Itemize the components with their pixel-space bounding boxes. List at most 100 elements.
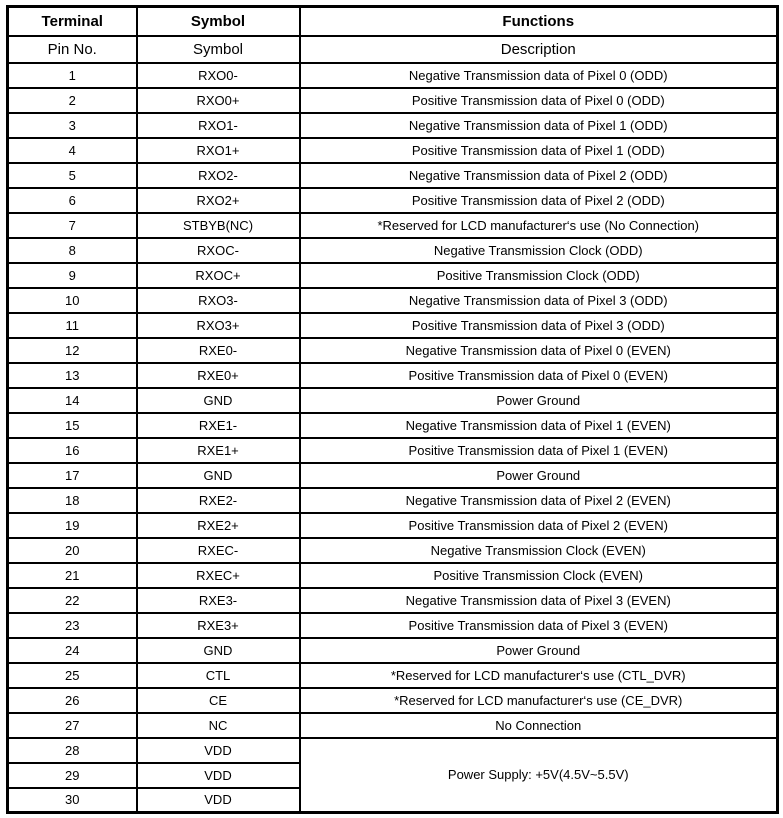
symbol-cell: RXE2- [135,486,301,514]
pin-cell: 4 [6,136,138,164]
description-cell: Negative Transmission data of Pixel 3 (E… [298,586,779,614]
symbol-cell: RXO2- [135,161,301,189]
table-row: 28 VDD Power Supply: +5V(4.5V~5.5V) [6,736,779,814]
description-cell-merged: Power Supply: +5V(4.5V~5.5V) [298,736,779,814]
table-row: 2 RXO0+ Positive Transmission data of Pi… [6,86,779,114]
pin-cell: 30 [6,786,138,814]
pin-cell: 10 [6,286,138,314]
table-row: 14 GND Power Ground [6,386,779,414]
pin-cell: 20 [6,536,138,564]
table-row: 13 RXE0+ Positive Transmission data of P… [6,361,779,389]
table-row: 26 CE *Reserved for LCD manufacturer‘s u… [6,686,779,714]
pin-cell: 13 [6,361,138,389]
pin-cell: 14 [6,386,138,414]
description-cell: *Reserved for LCD manufacturer‘s use (CE… [298,686,779,714]
pin-cell: 9 [6,261,138,289]
symbol-cell: STBYB(NC) [135,211,301,239]
description-cell: Negative Transmission data of Pixel 2 (O… [298,161,779,189]
column-header-functions: Functions [298,5,779,37]
table-row: 8 RXOC- Negative Transmission Clock (ODD… [6,236,779,264]
table-row: 10 RXO3- Negative Transmission data of P… [6,286,779,314]
symbol-cell: CE [135,686,301,714]
pin-cell: 1 [6,61,138,89]
description-cell: *Reserved for LCD manufacturer‘s use (No… [298,211,779,239]
subheader-pin-no: Pin No. [6,34,138,64]
table-row: 3 RXO1- Negative Transmission data of Pi… [6,111,779,139]
description-cell: Positive Transmission data of Pixel 1 (E… [298,436,779,464]
symbol-cell: RXE3- [135,586,301,614]
column-header-symbol: Symbol [135,5,301,37]
table-row: 5 RXO2- Negative Transmission data of Pi… [6,161,779,189]
table-row: 19 RXE2+ Positive Transmission data of P… [6,511,779,539]
description-cell: *Reserved for LCD manufacturer‘s use (CT… [298,661,779,689]
description-cell: Negative Transmission data of Pixel 0 (O… [298,61,779,89]
table-row: 22 RXE3- Negative Transmission data of P… [6,586,779,614]
pin-assignment-table: Terminal Symbol Functions Pin No. Symbol… [6,5,779,814]
symbol-cell: VDD [135,786,301,814]
symbol-cell: GND [135,461,301,489]
description-cell: Power Ground [298,386,779,414]
symbol-cell: RXO1- [135,111,301,139]
subheader-symbol: Symbol [135,34,301,64]
description-cell: Positive Transmission Clock (EVEN) [298,561,779,589]
pin-cell: 18 [6,486,138,514]
description-cell: Negative Transmission Clock (EVEN) [298,536,779,564]
table-row: 4 RXO1+ Positive Transmission data of Pi… [6,136,779,164]
table-row: 20 RXEC- Negative Transmission Clock (EV… [6,536,779,564]
description-cell: Positive Transmission data of Pixel 2 (O… [298,186,779,214]
subheader-description: Description [298,34,779,64]
symbol-cell: VDD [135,736,301,764]
description-cell: Positive Transmission data of Pixel 1 (O… [298,136,779,164]
description-cell: Negative Transmission data of Pixel 3 (O… [298,286,779,314]
symbol-cell: RXE0+ [135,361,301,389]
pin-cell: 11 [6,311,138,339]
table-row: 18 RXE2- Negative Transmission data of P… [6,486,779,514]
description-cell: No Connection [298,711,779,739]
pin-cell: 17 [6,461,138,489]
description-cell: Negative Transmission data of Pixel 1 (O… [298,111,779,139]
pin-cell: 26 [6,686,138,714]
description-cell: Negative Transmission data of Pixel 2 (E… [298,486,779,514]
description-cell: Power Ground [298,636,779,664]
pin-cell: 3 [6,111,138,139]
description-cell: Negative Transmission Clock (ODD) [298,236,779,264]
table-row: 29 VDD [6,761,778,789]
symbol-cell: CTL [135,661,301,689]
pin-cell: 28 [6,736,138,764]
symbol-cell: RXO1+ [135,136,301,164]
table-row: 27 NC No Connection [6,711,779,739]
symbol-cell: RXE2+ [135,511,301,539]
pin-cell: 19 [6,511,138,539]
pin-cell: 7 [6,211,138,239]
pin-cell: 12 [6,336,138,364]
symbol-cell: RXEC+ [135,561,301,589]
pin-cell: 2 [6,86,138,114]
pin-cell: 25 [6,661,138,689]
description-cell: Power Ground [298,461,779,489]
table-row: 9 RXOC+ Positive Transmission Clock (ODD… [6,261,779,289]
description-cell: Negative Transmission data of Pixel 1 (E… [298,411,779,439]
pin-cell: 15 [6,411,138,439]
table-row: 23 RXE3+ Positive Transmission data of P… [6,611,779,639]
pin-cell: 23 [6,611,138,639]
header-row-primary: Terminal Symbol Functions [6,5,779,37]
symbol-cell: RXE1+ [135,436,301,464]
pin-cell: 5 [6,161,138,189]
symbol-cell: RXEC- [135,536,301,564]
symbol-cell: RXE0- [135,336,301,364]
pin-cell: 29 [6,761,138,789]
pin-cell: 27 [6,711,138,739]
symbol-cell: NC [135,711,301,739]
pin-cell: 6 [6,186,138,214]
table-row: 1 RXO0- Negative Transmission data of Pi… [6,61,779,89]
table-row: 30 VDD [6,786,778,814]
table-row: 16 RXE1+ Positive Transmission data of P… [6,436,779,464]
symbol-cell: GND [135,636,301,664]
description-cell: Negative Transmission data of Pixel 0 (E… [298,336,779,364]
description-cell: Positive Transmission data of Pixel 2 (E… [298,511,779,539]
symbol-cell: RXO0- [135,61,301,89]
symbol-cell: RXO0+ [135,86,301,114]
table-row: 15 RXE1- Negative Transmission data of P… [6,411,779,439]
symbol-cell: RXOC+ [135,261,301,289]
pin-cell: 24 [6,636,138,664]
